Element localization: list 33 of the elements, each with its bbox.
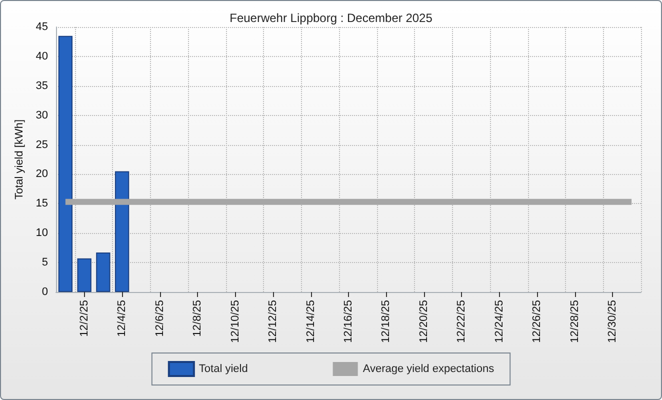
y-tick-label: 15 xyxy=(36,198,48,210)
x-tick-label: 12/12/25 xyxy=(267,300,280,343)
x-tick-label: 12/30/25 xyxy=(606,300,619,343)
x-tick-label: 12/4/25 xyxy=(116,300,128,337)
legend-label: Total yield xyxy=(198,363,248,375)
x-tick-label: 12/6/25 xyxy=(154,300,166,337)
x-tick-label: 12/24/25 xyxy=(493,300,506,343)
x-tick-label: 12/10/25 xyxy=(229,300,242,343)
bar xyxy=(114,171,130,292)
bar xyxy=(58,36,73,292)
y-tick-label: 30 xyxy=(36,109,48,122)
x-tick-label: 12/18/25 xyxy=(380,300,392,343)
y-tick-label: 25 xyxy=(36,138,48,151)
y-tick-label: 35 xyxy=(36,80,48,92)
x-tick-label: 12/8/25 xyxy=(192,300,204,337)
y-tick-label: 0 xyxy=(42,286,48,298)
chart-title: Feuerwehr Lippborg : December 2025 xyxy=(230,11,433,25)
legend-label: Average yield expectations xyxy=(362,363,495,375)
y-axis-title: Total yield [kWh] xyxy=(13,119,26,200)
y-tick-label: 40 xyxy=(36,50,48,62)
x-tick-label: 12/20/25 xyxy=(418,300,430,343)
bar xyxy=(77,258,92,292)
x-tick-label: 12/14/25 xyxy=(304,300,317,343)
x-tick-label: 12/26/25 xyxy=(531,300,544,343)
x-tick-label: 12/22/25 xyxy=(456,300,468,343)
y-tick-label: 20 xyxy=(36,168,48,180)
x-tick-label: 12/16/25 xyxy=(342,300,354,343)
x-tick-label: 12/2/25 xyxy=(78,300,90,337)
y-tick-label: 5 xyxy=(42,256,48,269)
x-tick-label: 12/28/25 xyxy=(568,300,581,343)
y-tick-label: 45 xyxy=(36,21,48,33)
bar xyxy=(96,252,110,292)
y-tick-label: 10 xyxy=(36,227,48,240)
